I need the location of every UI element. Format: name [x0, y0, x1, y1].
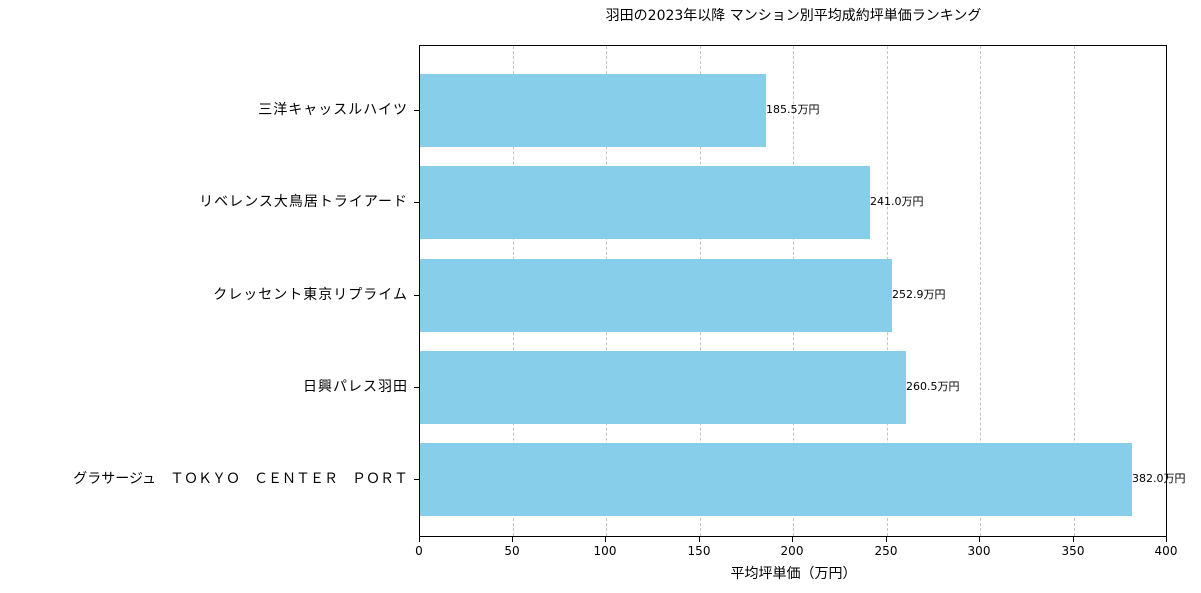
bar-grassage-tokyo-center-port — [420, 443, 1132, 516]
x-tick-label: 50 — [504, 544, 520, 558]
chart-title: 羽田の2023年以降 マンション別平均成約坪単価ランキング — [605, 8, 982, 24]
x-tick-label: 300 — [967, 544, 991, 558]
x-tick-label: 250 — [874, 544, 898, 558]
data-label: 185.5万円 — [766, 103, 820, 116]
gridline-350 — [1073, 46, 1075, 536]
y-tick-label: 日興パレス羽田 — [303, 379, 408, 395]
x-tick-label: 400 — [1154, 544, 1178, 558]
x-tick — [792, 537, 793, 542]
data-label: 260.5万円 — [906, 380, 960, 393]
y-tick-label: リベレンス大鳥居トライアード — [199, 194, 408, 210]
x-tick — [886, 537, 887, 542]
y-tick — [414, 295, 419, 296]
x-axis-label: 平均坪単価（万円） — [730, 566, 857, 582]
plot-area: 185.5万円 241.0万円 252.9万円 260.5万円 382.0万円 — [419, 45, 1186, 537]
bar-crescent-tokyo — [420, 259, 892, 332]
x-tick — [1073, 537, 1074, 542]
y-tick-label: クレッセント東京リプライム — [213, 287, 408, 303]
bar-reverence-otorii — [420, 166, 870, 239]
x-tick — [605, 537, 606, 542]
bar-nikko-palace-haneda — [420, 351, 906, 424]
data-label: 241.0万円 — [870, 195, 924, 208]
y-tick-label: 三洋キャッスルハイツ — [258, 102, 408, 118]
gridline-300 — [980, 46, 981, 536]
x-tick — [699, 537, 700, 542]
x-tick — [1166, 537, 1167, 542]
y-tick — [414, 110, 419, 111]
data-label: 252.9万円 — [892, 288, 946, 301]
x-tick-label: 150 — [687, 544, 711, 558]
y-tick — [414, 387, 419, 388]
x-tick — [512, 537, 513, 542]
bar-sanyo-castle-heights — [420, 74, 766, 147]
y-tick — [414, 202, 419, 203]
y-tick — [414, 479, 419, 480]
x-tick-label: 200 — [780, 544, 804, 558]
x-tick — [979, 537, 980, 542]
x-tick-label: 100 — [593, 544, 617, 558]
x-tick-label: 350 — [1061, 544, 1085, 558]
x-tick-label: 0 — [415, 544, 423, 558]
data-label: 382.0万円 — [1132, 472, 1186, 485]
x-tick — [419, 537, 420, 542]
y-tick-label: グラサージュ ＴＯＫＹＯ ＣＥＮＴＥＲ ＰＯＲＴ — [73, 471, 408, 487]
